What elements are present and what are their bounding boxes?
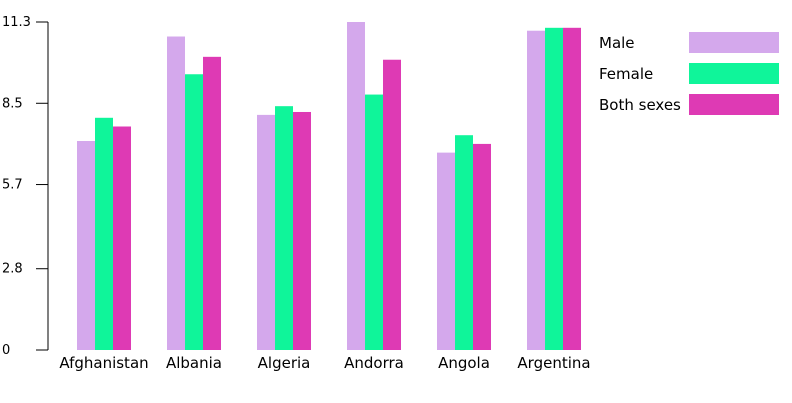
legend-swatch	[689, 94, 779, 115]
bar	[527, 30, 545, 350]
x-tick-label: Argentina	[517, 354, 590, 372]
y-tick-label: 2.8	[2, 262, 23, 277]
bar	[167, 36, 185, 350]
x-axis: Afghanistan Albania Algeria Andorra Angola Ar…	[59, 354, 590, 372]
bar	[455, 135, 473, 350]
x-tick-label: Angola	[438, 354, 490, 372]
legend-label: Both sexes	[599, 96, 681, 114]
bar	[257, 114, 275, 351]
x-tick-label: Algeria	[258, 354, 311, 372]
legend-label: Female	[599, 65, 653, 83]
bar	[437, 152, 455, 350]
y-tick-label: 11.3	[2, 15, 31, 30]
bar	[203, 56, 221, 351]
y-tick-label: 0	[2, 343, 10, 358]
bar	[563, 27, 581, 351]
y-tick-label: 5.7	[2, 178, 23, 193]
bar	[347, 22, 365, 350]
bar	[95, 117, 113, 350]
legend-swatch	[689, 63, 779, 84]
bars	[77, 22, 581, 351]
bar	[365, 94, 383, 350]
x-tick-label: Albania	[166, 354, 222, 372]
legend-swatch	[689, 32, 779, 53]
bar	[293, 111, 311, 350]
legend: Male Female Both sexes	[599, 32, 779, 115]
bar	[113, 126, 131, 350]
legend-label: Male	[599, 34, 635, 52]
y-axis: 0 2.8 5.7 8.5 11.3	[2, 15, 49, 358]
x-tick-label: Andorra	[344, 354, 404, 372]
bar	[185, 74, 203, 350]
x-tick-label: Afghanistan	[59, 354, 148, 372]
y-tick-label: 8.5	[2, 96, 23, 111]
bar	[275, 106, 293, 350]
bar	[473, 143, 491, 350]
bar	[545, 27, 563, 351]
bar	[383, 59, 401, 351]
bar	[77, 141, 95, 350]
